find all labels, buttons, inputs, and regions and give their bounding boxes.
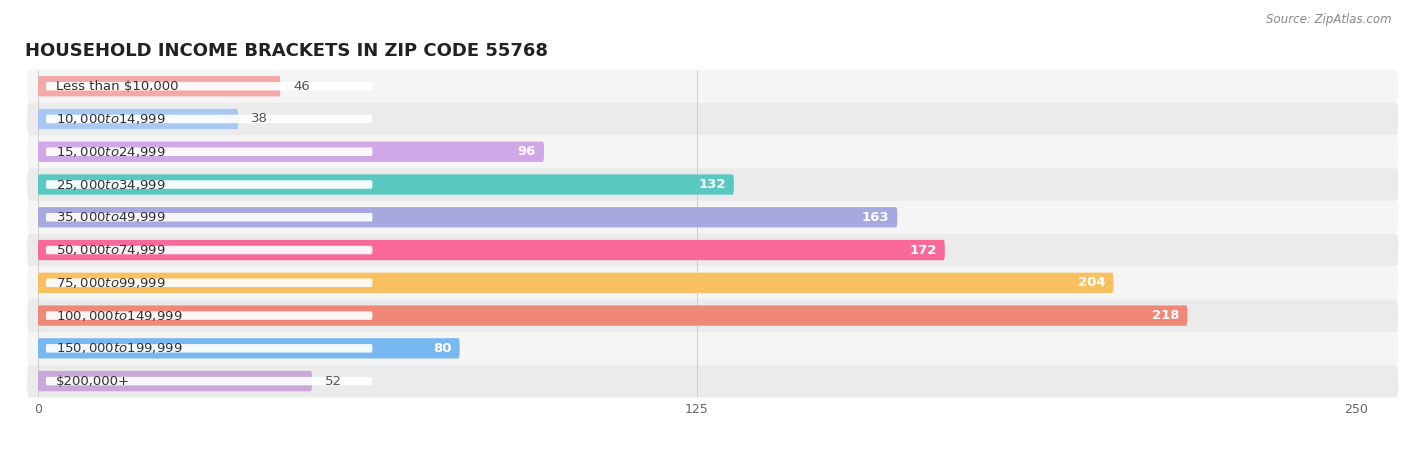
FancyBboxPatch shape — [27, 365, 1399, 397]
FancyBboxPatch shape — [45, 114, 373, 123]
Text: $25,000 to $34,999: $25,000 to $34,999 — [56, 177, 166, 192]
Text: $15,000 to $24,999: $15,000 to $24,999 — [56, 145, 166, 159]
Text: $50,000 to $74,999: $50,000 to $74,999 — [56, 243, 166, 257]
FancyBboxPatch shape — [45, 147, 373, 156]
Text: $35,000 to $49,999: $35,000 to $49,999 — [56, 210, 166, 224]
Text: 172: 172 — [910, 243, 936, 256]
FancyBboxPatch shape — [27, 233, 1399, 266]
Text: HOUSEHOLD INCOME BRACKETS IN ZIP CODE 55768: HOUSEHOLD INCOME BRACKETS IN ZIP CODE 55… — [24, 42, 547, 60]
Text: 80: 80 — [433, 342, 451, 355]
FancyBboxPatch shape — [45, 344, 373, 352]
FancyBboxPatch shape — [38, 174, 734, 195]
FancyBboxPatch shape — [45, 278, 373, 287]
Text: $200,000+: $200,000+ — [56, 374, 131, 387]
Text: 218: 218 — [1152, 309, 1180, 322]
FancyBboxPatch shape — [45, 311, 373, 320]
Text: $100,000 to $149,999: $100,000 to $149,999 — [56, 308, 183, 322]
FancyBboxPatch shape — [27, 168, 1399, 201]
Text: Source: ZipAtlas.com: Source: ZipAtlas.com — [1267, 13, 1392, 26]
FancyBboxPatch shape — [38, 207, 897, 228]
FancyBboxPatch shape — [27, 299, 1399, 332]
Text: 163: 163 — [862, 211, 890, 224]
FancyBboxPatch shape — [45, 180, 373, 189]
Text: 96: 96 — [517, 145, 536, 158]
FancyBboxPatch shape — [45, 377, 373, 385]
FancyBboxPatch shape — [38, 371, 312, 391]
FancyBboxPatch shape — [38, 338, 460, 358]
Text: Less than $10,000: Less than $10,000 — [56, 80, 179, 92]
FancyBboxPatch shape — [45, 213, 373, 221]
Text: 132: 132 — [699, 178, 725, 191]
Text: 38: 38 — [252, 113, 269, 125]
FancyBboxPatch shape — [45, 246, 373, 254]
FancyBboxPatch shape — [27, 135, 1399, 168]
FancyBboxPatch shape — [38, 305, 1188, 326]
FancyBboxPatch shape — [27, 201, 1399, 233]
Text: $10,000 to $14,999: $10,000 to $14,999 — [56, 112, 166, 126]
FancyBboxPatch shape — [38, 141, 544, 162]
FancyBboxPatch shape — [27, 70, 1399, 102]
Text: 52: 52 — [325, 374, 342, 387]
FancyBboxPatch shape — [45, 82, 373, 90]
Text: 204: 204 — [1078, 276, 1105, 289]
Text: $150,000 to $199,999: $150,000 to $199,999 — [56, 341, 183, 355]
FancyBboxPatch shape — [38, 240, 945, 260]
FancyBboxPatch shape — [27, 332, 1399, 365]
Text: 46: 46 — [294, 80, 311, 92]
FancyBboxPatch shape — [27, 102, 1399, 135]
FancyBboxPatch shape — [38, 273, 1114, 293]
FancyBboxPatch shape — [38, 109, 238, 129]
FancyBboxPatch shape — [27, 266, 1399, 299]
FancyBboxPatch shape — [38, 76, 280, 97]
Text: $75,000 to $99,999: $75,000 to $99,999 — [56, 276, 166, 290]
